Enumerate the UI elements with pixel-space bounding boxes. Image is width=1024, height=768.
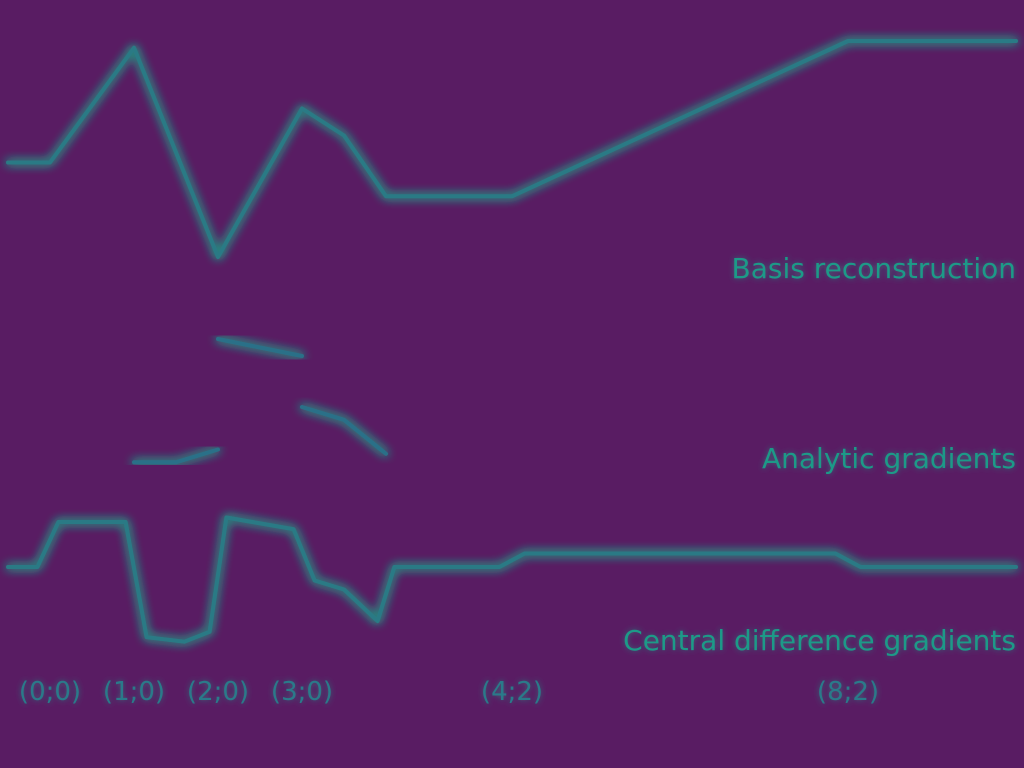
curve-panel-1-segment-3 — [216, 337, 304, 358]
panel-axes — [6, 290, 1018, 672]
category-label-0: (0;0) — [19, 677, 81, 707]
chart-labels: Basis reconstruction Analytic gradients … — [623, 252, 1016, 657]
series-curves — [6, 39, 1018, 644]
curve-panel-1-segment-4 — [300, 405, 388, 456]
category-label-3: (3;0) — [271, 677, 333, 707]
panel-label-analytic: Analytic gradients — [762, 442, 1016, 475]
category-label-4: (4;2) — [481, 677, 543, 707]
category-label-1: (1;0) — [103, 677, 165, 707]
curve-panel-2-segment-0 — [6, 515, 1018, 644]
panel-label-basis: Basis reconstruction — [732, 252, 1016, 285]
panel-label-central-difference: Central difference gradients — [623, 624, 1016, 657]
category-label-5: (8;2) — [817, 677, 879, 707]
category-divider-lines — [6, 55, 1018, 710]
category-label-2: (2;0) — [187, 677, 249, 707]
category-labels: (0;0) (1;0) (2;0) (3;0) (4;2) (8;2) — [19, 677, 879, 707]
curve-panel-0-segment-0 — [6, 39, 1018, 259]
curve-panel-1-segment-2 — [132, 447, 220, 465]
